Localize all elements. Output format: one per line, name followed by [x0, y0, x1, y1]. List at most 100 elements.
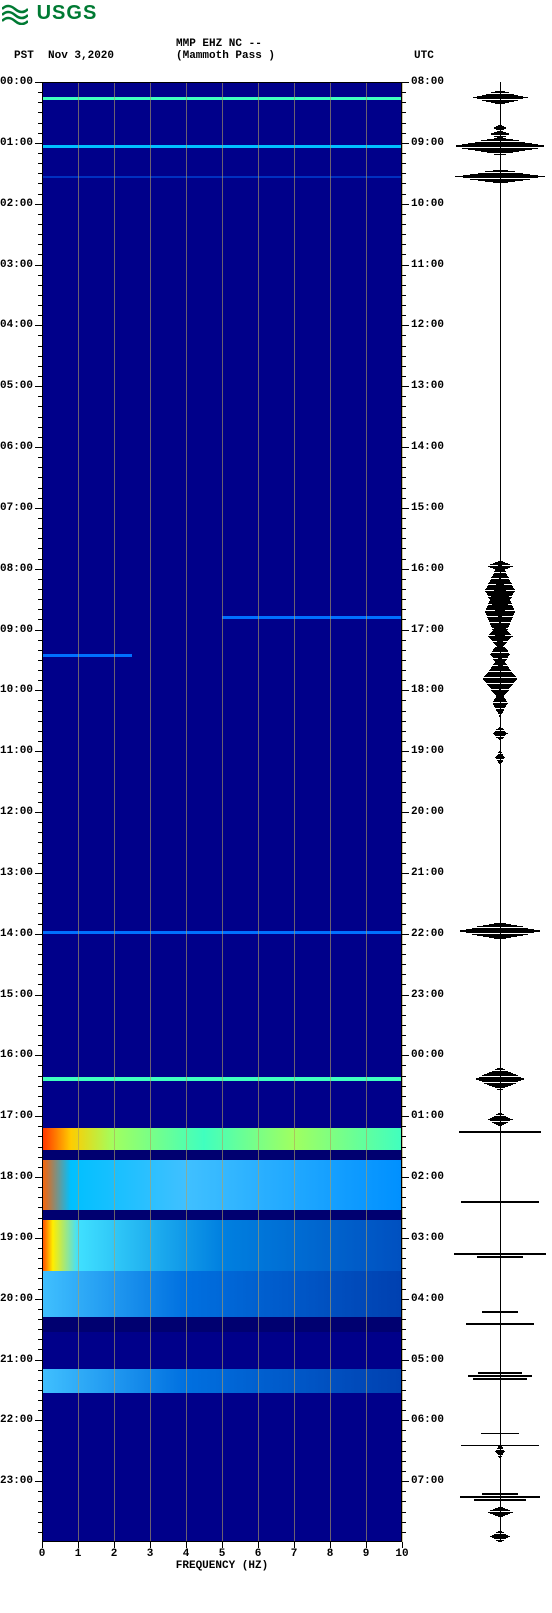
- y-minor-tick: [402, 1461, 406, 1462]
- y-minor-tick: [402, 1045, 406, 1046]
- y-minor-tick: [38, 832, 42, 833]
- y-minor-tick: [38, 234, 42, 235]
- y-label-right: 19:00: [406, 745, 444, 757]
- y-minor-tick: [38, 315, 42, 316]
- y-minor-tick: [38, 1147, 42, 1148]
- y-label-right: 09:00: [406, 137, 444, 149]
- y-minor-tick: [38, 1228, 42, 1229]
- y-minor-tick: [38, 1349, 42, 1350]
- seismo-sample: [493, 182, 508, 183]
- seismo-sample: [461, 1201, 538, 1203]
- y-minor-tick: [38, 1086, 42, 1087]
- y-minor-tick: [402, 1086, 406, 1087]
- y-minor-tick: [38, 609, 42, 610]
- y-label-right: 07:00: [406, 1475, 444, 1487]
- y-minor-tick: [38, 477, 42, 478]
- y-minor-tick: [402, 1339, 406, 1340]
- y-minor-tick: [402, 194, 406, 195]
- y-minor-tick: [38, 1522, 42, 1523]
- y-label-right: 10:00: [406, 198, 444, 210]
- y-minor-tick: [38, 1065, 42, 1066]
- y-minor-tick: [402, 700, 406, 701]
- y-minor-tick: [38, 92, 42, 93]
- y-minor-tick: [38, 498, 42, 499]
- y-minor-tick: [402, 335, 406, 336]
- y-minor-tick: [38, 1218, 42, 1219]
- y-minor-tick: [402, 1441, 406, 1442]
- y-minor-tick: [38, 822, 42, 823]
- y-minor-tick: [38, 913, 42, 914]
- seismo-sample: [466, 1323, 534, 1325]
- y-minor-tick: [402, 183, 406, 184]
- y-minor-tick: [38, 305, 42, 306]
- x-tick-label: 2: [104, 1548, 124, 1560]
- y-label-right: 00:00: [406, 1049, 444, 1061]
- y-label-left: 18:00: [0, 1171, 38, 1183]
- y-minor-tick: [402, 315, 406, 316]
- y-minor-tick: [402, 660, 406, 661]
- y-minor-tick: [402, 1370, 406, 1371]
- y-minor-tick: [402, 650, 406, 651]
- y-minor-tick: [38, 893, 42, 894]
- y-minor-tick: [402, 680, 406, 681]
- y-label-left: 19:00: [0, 1232, 38, 1244]
- y-minor-tick: [402, 396, 406, 397]
- seismo-sample: [454, 1253, 547, 1255]
- y-minor-tick: [402, 1329, 406, 1330]
- y-minor-tick: [38, 1025, 42, 1026]
- y-minor-tick: [38, 366, 42, 367]
- y-minor-tick: [402, 609, 406, 610]
- y-minor-tick: [402, 518, 406, 519]
- y-label-left: 14:00: [0, 928, 38, 940]
- y-label-right: 18:00: [406, 684, 444, 696]
- y-minor-tick: [38, 1076, 42, 1077]
- y-label-left: 13:00: [0, 867, 38, 879]
- y-minor-tick: [38, 194, 42, 195]
- y-minor-tick: [38, 1005, 42, 1006]
- y-minor-tick: [38, 731, 42, 732]
- station-line2: (Mammoth Pass ): [176, 50, 275, 62]
- y-minor-tick: [38, 1370, 42, 1371]
- y-minor-tick: [38, 721, 42, 722]
- y-minor-tick: [38, 1207, 42, 1208]
- y-minor-tick: [402, 599, 406, 600]
- y-label-left: 21:00: [0, 1354, 38, 1366]
- y-minor-tick: [402, 1248, 406, 1249]
- y-minor-tick: [402, 275, 406, 276]
- x-axis: 012345678910 FREQUENCY (HZ): [42, 1542, 402, 1572]
- y-minor-tick: [38, 1289, 42, 1290]
- y-minor-tick: [402, 1035, 406, 1036]
- seismo-sample: [477, 1256, 524, 1257]
- y-minor-tick: [38, 771, 42, 772]
- seismo-sample: [497, 1089, 502, 1090]
- y-minor-tick: [402, 467, 406, 468]
- x-axis-title: FREQUENCY (HZ): [42, 1560, 402, 1572]
- y-label-right: 06:00: [406, 1414, 444, 1426]
- y-minor-tick: [402, 123, 406, 124]
- y-minor-tick: [38, 1451, 42, 1452]
- station-line1: MMP EHZ NC --: [176, 38, 262, 50]
- y-minor-tick: [402, 1512, 406, 1513]
- y-minor-tick: [402, 822, 406, 823]
- y-minor-tick: [38, 1512, 42, 1513]
- y-minor-tick: [38, 1461, 42, 1462]
- y-minor-tick: [38, 112, 42, 113]
- y-minor-tick: [402, 498, 406, 499]
- y-minor-tick: [38, 1380, 42, 1381]
- y-minor-tick: [38, 680, 42, 681]
- y-minor-tick: [402, 1268, 406, 1269]
- y-minor-tick: [402, 903, 406, 904]
- y-minor-tick: [38, 1136, 42, 1137]
- x-tick-label: 4: [176, 1548, 196, 1560]
- y-minor-tick: [402, 285, 406, 286]
- y-minor-tick: [402, 1096, 406, 1097]
- y-label-right: 22:00: [406, 928, 444, 940]
- y-minor-tick: [402, 406, 406, 407]
- y-minor-tick: [402, 761, 406, 762]
- y-minor-tick: [402, 589, 406, 590]
- seismogram-trace: [450, 82, 550, 1542]
- y-minor-tick: [402, 913, 406, 914]
- y-minor-tick: [38, 599, 42, 600]
- y-label-right: 02:00: [406, 1171, 444, 1183]
- y-minor-tick: [402, 488, 406, 489]
